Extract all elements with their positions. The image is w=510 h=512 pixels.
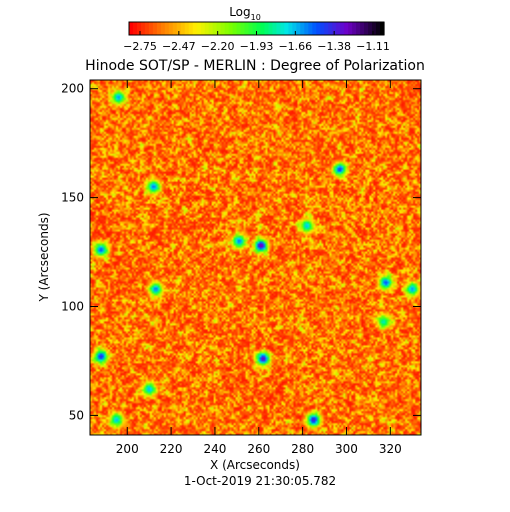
- colorbar-cell: [332, 22, 337, 35]
- colorbar-tick-label: −2.75: [123, 40, 157, 53]
- x-tick-label: 260: [247, 442, 270, 456]
- colorbar-tick-label: −2.20: [201, 40, 235, 53]
- colorbar-cell: [260, 22, 266, 35]
- heatmap-image: [90, 80, 421, 435]
- colorbar-cell: [196, 22, 202, 35]
- x-tick-label: 220: [160, 442, 183, 456]
- colorbar-cell: [288, 22, 293, 35]
- colorbar-cell: [328, 22, 333, 35]
- colorbar-cell: [176, 22, 182, 35]
- colorbar-cell: [152, 22, 158, 35]
- colorbar-cell: [156, 22, 162, 35]
- colorbar-cell: [380, 22, 385, 35]
- y-axis-label: Y (Arcseconds): [37, 212, 51, 302]
- colorbar-cell: [268, 22, 274, 35]
- x-tick-label: 240: [203, 442, 226, 456]
- colorbar-cell: [168, 22, 174, 35]
- plot-area: 200 220 240 260 280 300 320 50 100 150 200: [61, 79, 422, 456]
- colorbar-cell: [284, 22, 289, 35]
- colorbar-cell: [144, 22, 150, 35]
- colorbar-cell: [340, 22, 345, 35]
- y-tick-label: 150: [61, 191, 84, 205]
- colorbar-cell: [132, 22, 138, 35]
- colorbar-cell: [248, 22, 254, 35]
- colorbar-tick-label: −1.38: [317, 40, 351, 53]
- colorbar-cell: [129, 22, 134, 35]
- colorbar-cell: [348, 22, 353, 35]
- colorbar: Log10 −2.75 −2.47 −2.20 −1.93 −1.66 −1.38 −1.1…: [123, 5, 390, 53]
- x-tick-label: 320: [379, 442, 402, 456]
- colorbar-cell: [180, 22, 186, 35]
- colorbar-cell: [264, 22, 270, 35]
- chart-title: Hinode SOT/SP - MERLIN : Degree of Polar…: [85, 58, 425, 74]
- colorbar-tick-label: −1.11: [356, 40, 390, 53]
- colorbar-cell: [164, 22, 170, 35]
- colorbar-cell: [208, 22, 214, 35]
- colorbar-cell: [216, 22, 222, 35]
- colorbar-cell: [140, 22, 146, 35]
- colorbar-cell: [316, 22, 321, 35]
- x-axis-label: X (Arcseconds): [210, 458, 300, 472]
- colorbar-cell: [228, 22, 234, 35]
- colorbar-cell: [372, 22, 377, 35]
- colorbar-cell: [276, 22, 282, 35]
- colorbar-cell: [236, 22, 242, 35]
- y-tick-label: 50: [69, 408, 84, 422]
- colorbar-cell: [172, 22, 178, 35]
- colorbar-cell: [352, 22, 357, 35]
- colorbar-cell: [280, 22, 285, 35]
- y-tick-label: 200: [61, 82, 84, 96]
- colorbar-cell: [240, 22, 246, 35]
- colorbar-cell: [192, 22, 198, 35]
- colorbar-cell: [224, 22, 230, 35]
- colorbar-cell: [292, 22, 297, 35]
- timestamp: 1-Oct-2019 21:30:05.782: [184, 474, 336, 488]
- colorbar-cell: [312, 22, 317, 35]
- colorbar-cell: [300, 22, 305, 35]
- colorbar-cell: [256, 22, 262, 35]
- colorbar-cell: [376, 22, 381, 35]
- colorbar-cell: [200, 22, 206, 35]
- colorbar-cell: [184, 22, 190, 35]
- colorbar-cell: [232, 22, 238, 35]
- colorbar-cell: [272, 22, 278, 35]
- colorbar-cell: [336, 22, 341, 35]
- colorbar-cell: [364, 22, 369, 35]
- colorbar-cell: [160, 22, 166, 35]
- colorbar-cell: [360, 22, 365, 35]
- plot-frame: [89, 79, 422, 436]
- colorbar-cell: [188, 22, 194, 35]
- colorbar-cell: [148, 22, 154, 35]
- x-tick-label: 300: [335, 442, 358, 456]
- colorbar-cell: [324, 22, 329, 35]
- colorbar-cell: [252, 22, 258, 35]
- colorbar-title: Log10: [229, 5, 261, 22]
- colorbar-cell: [296, 22, 301, 35]
- x-tick-label: 200: [116, 442, 139, 456]
- y-tick-label: 100: [61, 300, 84, 314]
- colorbar-cell: [368, 22, 373, 35]
- colorbar-cell: [320, 22, 325, 35]
- colorbar-tick-label: −1.66: [278, 40, 312, 53]
- colorbar-cell: [304, 22, 309, 35]
- x-tick-label: 280: [291, 442, 314, 456]
- colorbar-tick-label: −1.93: [240, 40, 274, 53]
- colorbar-cell: [244, 22, 250, 35]
- colorbar-cell: [220, 22, 226, 35]
- colorbar-cell: [212, 22, 218, 35]
- colorbar-cell: [308, 22, 313, 35]
- colorbar-tick-label: −2.47: [162, 40, 196, 53]
- colorbar-cell: [136, 22, 142, 35]
- colorbar-cell: [344, 22, 349, 35]
- colorbar-cell: [356, 22, 361, 35]
- colorbar-cell: [204, 22, 210, 35]
